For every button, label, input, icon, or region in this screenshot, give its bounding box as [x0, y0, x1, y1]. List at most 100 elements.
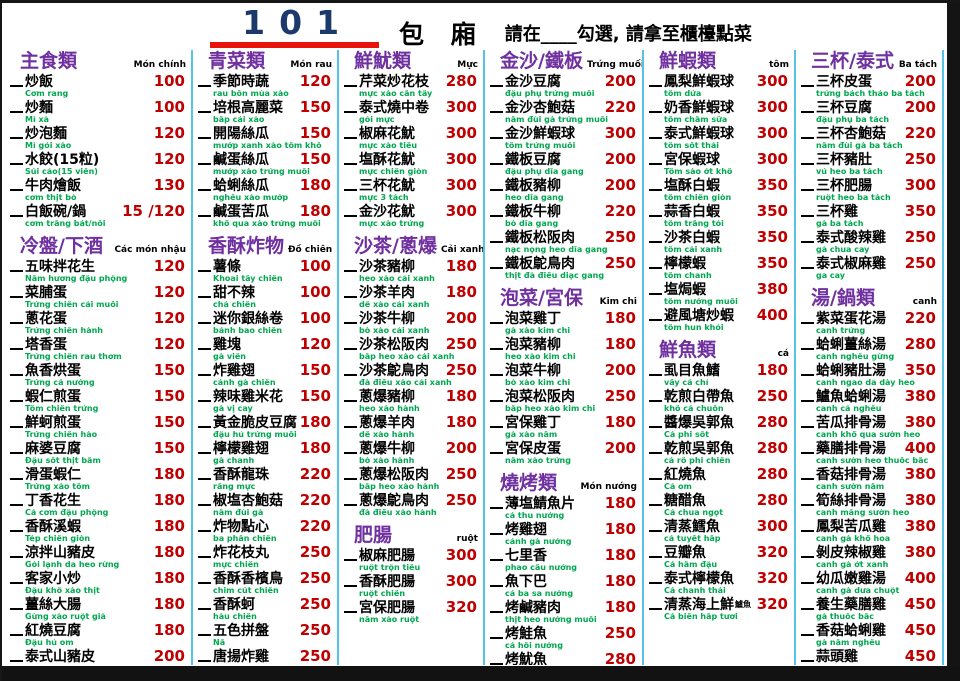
item-name-vi: tôm chấm sữa: [664, 116, 728, 124]
item-name-vi: vây cá chỉ: [664, 379, 709, 387]
item-price: 180: [604, 520, 636, 538]
menu-item: 苦瓜排骨湯 380 canh khổ qua sườn heo: [801, 414, 939, 439]
write-in-blank: [10, 608, 23, 610]
item-name-zh: 蔥花蛋: [25, 311, 67, 327]
item-price: 200: [604, 361, 636, 379]
item-price: 250: [445, 361, 477, 379]
item-name-zh: 鐵板鴕鳥肉: [505, 256, 575, 272]
item-name-vi: tôm chiên giòn: [664, 194, 732, 202]
item-price: 250: [904, 254, 936, 272]
write-in-blank: [649, 85, 662, 87]
write-in-blank: [801, 137, 814, 139]
item-name-vi: Cá phi sốt: [664, 431, 710, 439]
item-name-zh: 鐵板豬柳: [505, 178, 561, 194]
item-price: 15 /120: [122, 202, 185, 220]
item-name-vi: Cá om: [664, 483, 692, 491]
item-name-zh: 香酥肥腸: [359, 574, 415, 590]
menu-item-row: 清蒸海上鮮 鱸魚 320: [649, 596, 791, 613]
item-name-vi: cá tuyết hấp: [664, 535, 721, 543]
menu-item: 宮保皮蛋 200 nấm xào trứng: [490, 440, 639, 465]
item-price: 300: [756, 124, 788, 142]
item-price: 200: [604, 72, 636, 90]
item-price: 250: [299, 543, 331, 561]
menu-item-row: 金沙鮮蝦球 300: [490, 125, 639, 142]
menu-item-row: 金沙花魷 300: [344, 203, 480, 220]
write-in-blank: [198, 270, 211, 272]
item-price: 220: [299, 465, 331, 483]
write-in-blank: [344, 559, 357, 561]
write-in-blank: [198, 426, 211, 428]
menu-item-row: 炸花枝丸 250: [198, 544, 334, 561]
item-price: 150: [299, 98, 331, 116]
menu-item-row: 炸物點心 220: [198, 518, 334, 535]
item-name-vi: canh gà ớt xanh: [816, 561, 889, 569]
write-in-blank: [490, 348, 503, 350]
item-name-vi: bắp heo xào hành: [359, 483, 440, 491]
item-name-zh: 香菇排骨湯: [816, 467, 886, 483]
item-name-vi: tôm trắng tỏi: [664, 220, 724, 228]
item-name-vi: nấm đùi gà: [213, 509, 264, 517]
menu-column: 主食類 Món chính 炒飯 100 Cơm rang 炒麵 100 Mì xà 炒泡麵 12…: [5, 50, 191, 665]
item-name-vi: gà ba tách: [816, 220, 864, 228]
item-price: 380: [904, 491, 936, 509]
menu-item-row: 豆瓣魚 320: [649, 544, 791, 561]
write-in-blank: [801, 660, 814, 662]
item-price: 180: [299, 176, 331, 194]
menu-item-row: 泡菜松阪肉 250: [490, 388, 639, 405]
item-price: 280: [604, 650, 636, 665]
menu-item-row: 烤魷魚 280: [490, 651, 639, 665]
section-title: 主食類: [20, 50, 78, 72]
section-subtitle: Món chính: [133, 60, 186, 70]
menu-item-row: 鳳梨苦瓜雞 380: [801, 518, 939, 535]
menu-item: 沙茶鴕鳥肉 250 đà điểu xào cải xanh: [344, 362, 480, 387]
write-in-blank: [198, 215, 211, 217]
item-price: 380: [904, 517, 936, 535]
write-in-blank: [801, 556, 814, 558]
menu-item-row: 泡菜豬柳 180: [490, 336, 639, 353]
menu-item-row: 椒塩杏鮑菇 220: [198, 492, 334, 509]
item-price: 200: [604, 150, 636, 168]
item-name-zh: 蝦仁煎蛋: [25, 389, 81, 405]
item-price: 250: [445, 465, 477, 483]
menu-item: 鐵板牛柳 220 bò dĩa gang: [490, 203, 639, 228]
item-name-zh: 鹹蛋絲瓜: [213, 152, 269, 168]
menu-item: 炒泡麵 120 Mì gói xào: [10, 125, 188, 150]
menu-item-row: 炸雞翅 150: [198, 362, 334, 379]
item-price: 100: [153, 72, 185, 90]
item-name-vi: gà chanh: [213, 457, 255, 465]
item-name-zh: 沙茶豬柳: [359, 259, 415, 275]
item-name-zh: 香酥溪蝦: [25, 519, 81, 535]
item-name-vi: cá hồi nướng: [505, 642, 563, 650]
menu-item-row: 鐵板牛柳 220: [490, 203, 639, 220]
write-in-blank: [344, 478, 357, 480]
write-in-blank: [10, 85, 23, 87]
item-price: 180: [445, 283, 477, 301]
menu-item: 沙茶牛柳 200 bò xào cải xanh: [344, 310, 480, 335]
item-name-zh: 沙茶松阪肉: [359, 337, 429, 353]
item-name-vi: tôm nướng muối: [664, 298, 738, 306]
write-in-blank: [801, 267, 814, 269]
menu-column: 三杯/泰式 Ba tách 三杯皮蛋 200 trứng bách thảo ba tá…: [794, 50, 944, 665]
write-in-blank: [490, 400, 503, 402]
item-name-vi: gà viên: [213, 353, 246, 361]
write-in-blank: [801, 400, 814, 402]
item-name-zh: 麻婆豆腐: [25, 441, 81, 457]
write-in-blank: [344, 296, 357, 298]
menu-item: 烤雞翅 180 cánh gà nướng: [490, 521, 639, 546]
item-name-zh: 鮮蚵煎蛋: [25, 415, 81, 431]
item-name-vi: thịt heo nướng muối: [505, 616, 597, 624]
menu-item: 金沙花魷 300 mực xào trứng: [344, 203, 480, 228]
menu-item: 宮保雞丁 180 gà xào nấm: [490, 414, 639, 439]
menu-item-row: 蔥爆松阪肉 250: [344, 466, 480, 483]
menu-item: 香酥溪蝦 180 Tép chiên giòn: [10, 518, 188, 543]
item-name-zh: 泰式山豬皮: [25, 649, 95, 665]
item-price: 150: [153, 413, 185, 431]
section-title: 金沙/鐵板: [500, 50, 583, 72]
item-price: 120: [153, 150, 185, 168]
write-in-blank: [649, 582, 662, 584]
item-name-zh: 三杯皮蛋: [816, 74, 872, 90]
menu-item-row: 泰式鮮蝦球 300: [649, 125, 791, 142]
menu-item-row: 薯條 100: [198, 258, 334, 275]
item-name-zh: 醬爆吳郭魚: [664, 415, 734, 431]
